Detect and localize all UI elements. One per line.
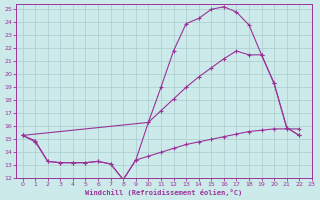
X-axis label: Windchill (Refroidissement éolien,°C): Windchill (Refroidissement éolien,°C): [85, 189, 243, 196]
